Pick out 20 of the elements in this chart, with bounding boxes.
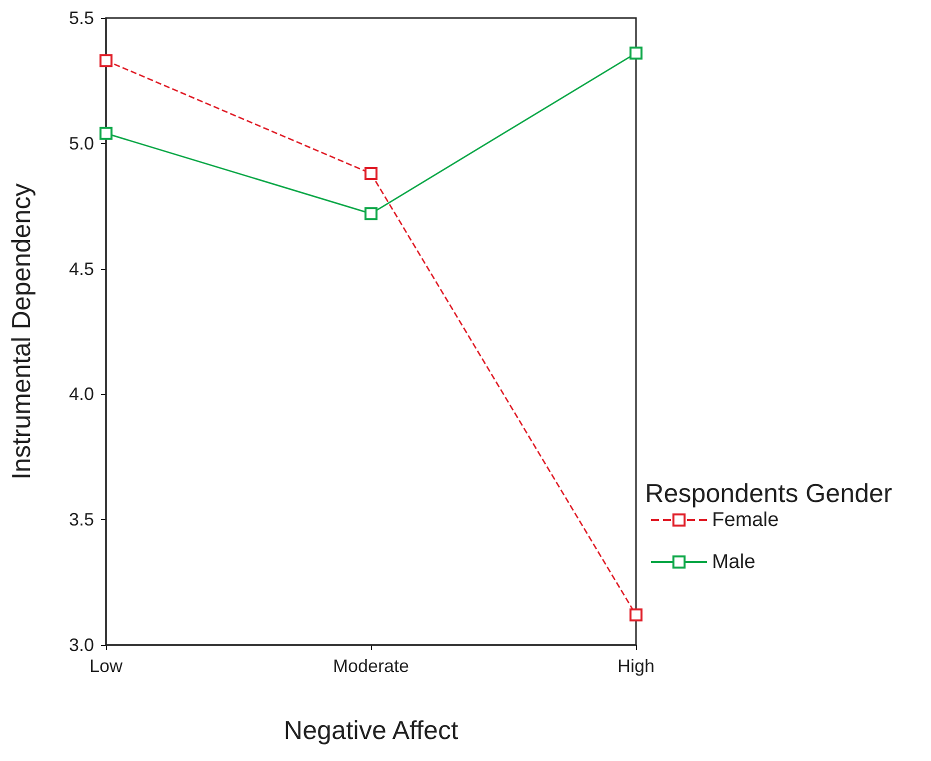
point (630, 46, 642, 60)
x-axis-title: Negative Affect (284, 715, 459, 745)
y-tick-label: 4.0 (68, 384, 94, 404)
y-tick-label: 5.5 (68, 8, 94, 28)
x-tick-label: Moderate (332, 656, 410, 676)
y-tick-label: 3.5 (68, 510, 94, 530)
point (364, 207, 378, 220)
legend-label: Male (712, 551, 756, 573)
y-tick-label: 3.0 (68, 635, 94, 655)
y-tick-label: 4.5 (68, 258, 94, 279)
y-axis-title: Instrumental Dependency (6, 183, 36, 480)
point (630, 608, 642, 622)
x-tick-label: High (617, 656, 655, 676)
point (100, 126, 112, 140)
point (364, 166, 378, 180)
legend-label: Female (712, 509, 779, 531)
point (100, 54, 112, 68)
x-tick-label: Low (89, 656, 124, 676)
legend-title: Respondents Gender (645, 478, 893, 508)
y-tick-label: 5.0 (68, 133, 94, 154)
